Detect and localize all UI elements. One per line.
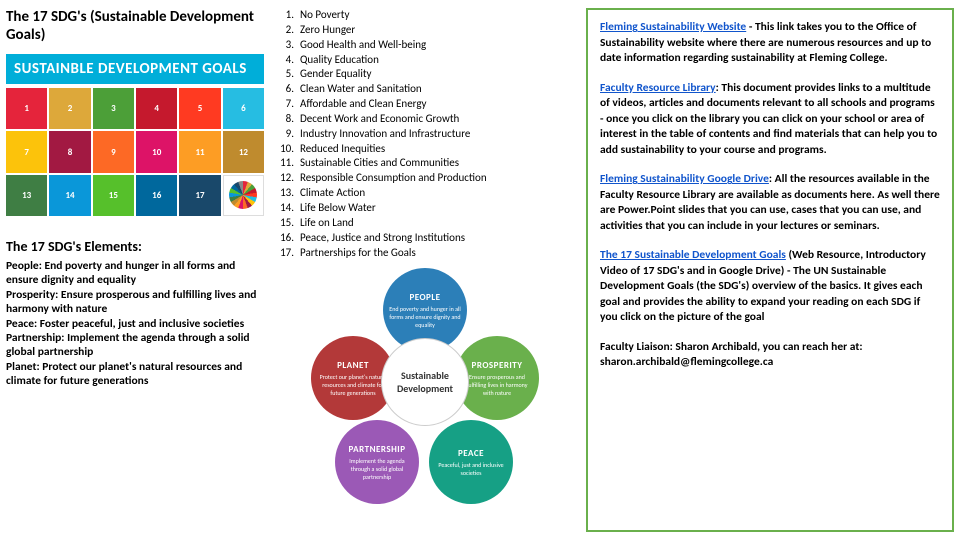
goal-item: 15.Life on Land	[276, 216, 574, 231]
goal-item: 3.Good Health and Well-being	[276, 38, 574, 53]
sdg-tile-6: 6	[223, 88, 264, 129]
sdg-tile-7: 7	[6, 131, 47, 172]
goal-item: 6.Clean Water and Sanitation	[276, 82, 574, 97]
left-column: The 17 SDG's (Sustainable Development Go…	[0, 0, 270, 540]
sdg-grid: 1234567891011121314151617	[6, 88, 264, 216]
sdg-tile-10: 10	[136, 131, 177, 172]
sdg-tile-3: 3	[93, 88, 134, 129]
resource-link[interactable]: The 17 Sustainable Development Goals	[600, 248, 786, 262]
elements-body: People: End poverty and hunger in all fo…	[6, 259, 264, 388]
sdg-tile-4: 4	[136, 88, 177, 129]
sdg-tile-17: 17	[179, 175, 220, 216]
sdg-tile-9: 9	[93, 131, 134, 172]
sdg-banner: SUSTAINBLE DEVELOPMENT GOALS	[6, 54, 264, 84]
goal-item: 13.Climate Action	[276, 186, 574, 201]
sdg-title: The 17 SDG's (Sustainable Development Go…	[6, 8, 264, 44]
circle-center: Sustainable Development	[381, 338, 469, 426]
right-column: Fleming Sustainability Website - This li…	[580, 0, 960, 540]
goal-item: 11.Sustainable Cities and Communities	[276, 156, 574, 171]
elements-title: The 17 SDG's Elements:	[6, 238, 264, 255]
resource-link[interactable]: Fleming Sustainability Website	[600, 20, 746, 34]
circle-diagram: PLANETProtect our planet's natural resou…	[276, 272, 574, 492]
sdg-tile-12: 12	[223, 131, 264, 172]
petal-partnership: PARTNERSHIPImplement the agenda through …	[335, 420, 419, 504]
sdg-tile-8: 8	[49, 131, 90, 172]
sdg-logo	[223, 175, 264, 216]
page: The 17 SDG's (Sustainable Development Go…	[0, 0, 960, 540]
goal-item: 8.Decent Work and Economic Growth	[276, 112, 574, 127]
faculty-liaison: Faculty Liaison: Sharon Archibald, you c…	[600, 340, 940, 371]
petal-peace: PEACEPeaceful, just and inclusive societ…	[429, 420, 513, 504]
goal-item: 9.Industry Innovation and Infrastructure	[276, 127, 574, 142]
resource-paragraph: The 17 Sustainable Development Goals (We…	[600, 248, 940, 326]
sdg-tile-13: 13	[6, 175, 47, 216]
resource-box: Fleming Sustainability Website - This li…	[586, 8, 954, 532]
goal-item: 14.Life Below Water	[276, 201, 574, 216]
resource-link[interactable]: Faculty Resource Library	[600, 81, 716, 95]
sdg-tile-5: 5	[179, 88, 220, 129]
sdg-tile-16: 16	[136, 175, 177, 216]
resource-link[interactable]: Fleming Sustainability Google Drive	[600, 172, 769, 186]
sdg-tile-14: 14	[49, 175, 90, 216]
goal-item: 10.Reduced Inequities	[276, 142, 574, 157]
resource-paragraph: Faculty Resource Library: This document …	[600, 81, 940, 159]
goal-item: 7.Affordable and Clean Energy	[276, 97, 574, 112]
sdg-tile-11: 11	[179, 131, 220, 172]
goal-item: 16.Peace, Justice and Strong Institution…	[276, 231, 574, 246]
goal-item: 2.Zero Hunger	[276, 23, 574, 38]
resource-paragraph: Fleming Sustainability Google Drive: All…	[600, 172, 940, 234]
goal-item: 17.Partnerships for the Goals	[276, 246, 574, 261]
sdg-wheel-icon	[229, 181, 257, 209]
resource-paragraph: Fleming Sustainability Website - This li…	[600, 20, 940, 67]
goal-item: 1.No Poverty	[276, 8, 574, 23]
middle-column: 1.No Poverty2.Zero Hunger3.Good Health a…	[270, 0, 580, 540]
goal-list: 1.No Poverty2.Zero Hunger3.Good Health a…	[276, 8, 574, 260]
goal-item: 12.Responsible Consumption and Productio…	[276, 171, 574, 186]
sdg-tile-15: 15	[93, 175, 134, 216]
sdg-tile-2: 2	[49, 88, 90, 129]
sdg-tile-1: 1	[6, 88, 47, 129]
goal-item: 5.Gender Equality	[276, 67, 574, 82]
goal-item: 4.Quality Education	[276, 53, 574, 68]
